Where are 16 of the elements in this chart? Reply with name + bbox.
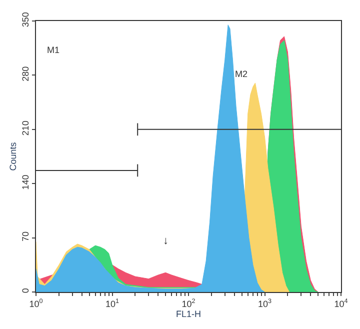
x-tick-label: 10$^{3}$: [258, 298, 272, 309]
annotation: M2: [235, 69, 248, 79]
y-axis-title: Counts: [8, 142, 18, 171]
annotation: M1: [47, 45, 60, 55]
x-tick-label: 10$^{1}$: [105, 298, 120, 309]
y-tick-label: 280: [20, 66, 30, 82]
y-tick-label: 350: [20, 12, 30, 28]
y-tick-label: 70: [20, 231, 30, 242]
y-tick-label: 210: [20, 120, 30, 136]
y-tick-label: 0: [20, 288, 30, 294]
x-tick-label: 10$^{0}$: [29, 298, 44, 309]
x-tick-label: 10$^{4}$: [334, 298, 348, 309]
annotation: ↓: [163, 235, 168, 247]
x-tick-label: 10$^{2}$: [182, 298, 196, 309]
x-axis-title: FL1-H: [176, 308, 202, 319]
y-tick-label: 140: [20, 174, 30, 190]
